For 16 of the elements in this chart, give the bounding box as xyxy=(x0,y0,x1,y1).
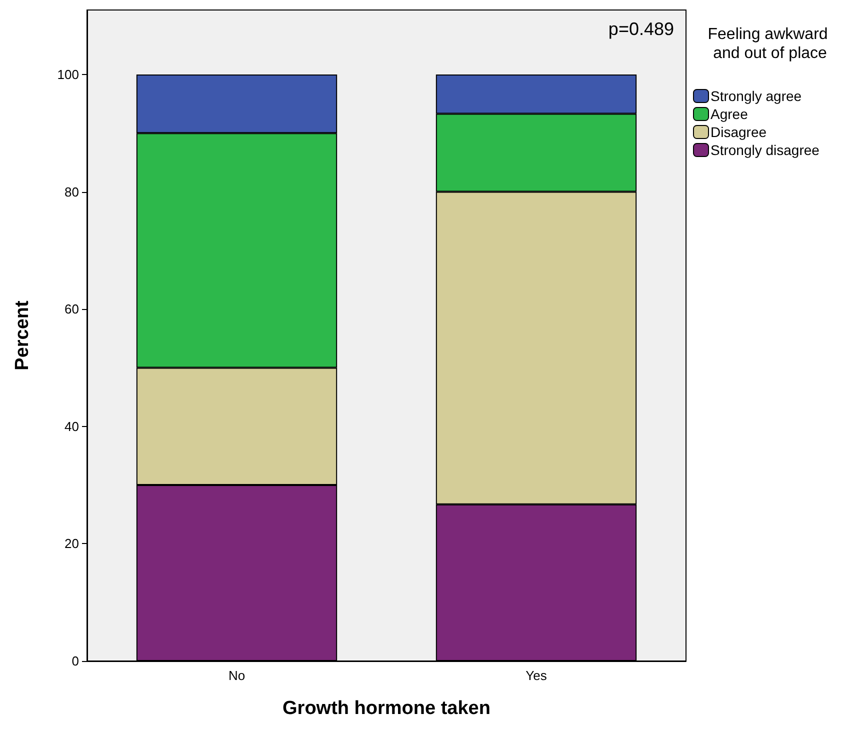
y-axis-title: Percent xyxy=(12,300,33,370)
x-axis-title: Growth hormone taken xyxy=(282,698,490,719)
x-tick-label: Yes xyxy=(526,668,548,683)
legend-label: Strongly agree xyxy=(710,88,802,104)
legend-label: Agree xyxy=(710,106,748,122)
y-tick-label: 80 xyxy=(64,184,79,200)
x-tick-label: No xyxy=(228,668,246,683)
y-tick-label: 100 xyxy=(57,67,79,82)
legend-title: Feeling awkward and out of place xyxy=(708,26,832,62)
legend-label: Disagree xyxy=(710,124,767,140)
annotation: p=0.489 xyxy=(608,19,674,39)
y-tick-label: 60 xyxy=(64,302,79,317)
y-tick-label: 0 xyxy=(72,654,79,668)
legend-label: Strongly disagree xyxy=(710,142,820,158)
y-tick-label: 40 xyxy=(64,418,79,434)
y-tick-label: 20 xyxy=(64,536,79,552)
